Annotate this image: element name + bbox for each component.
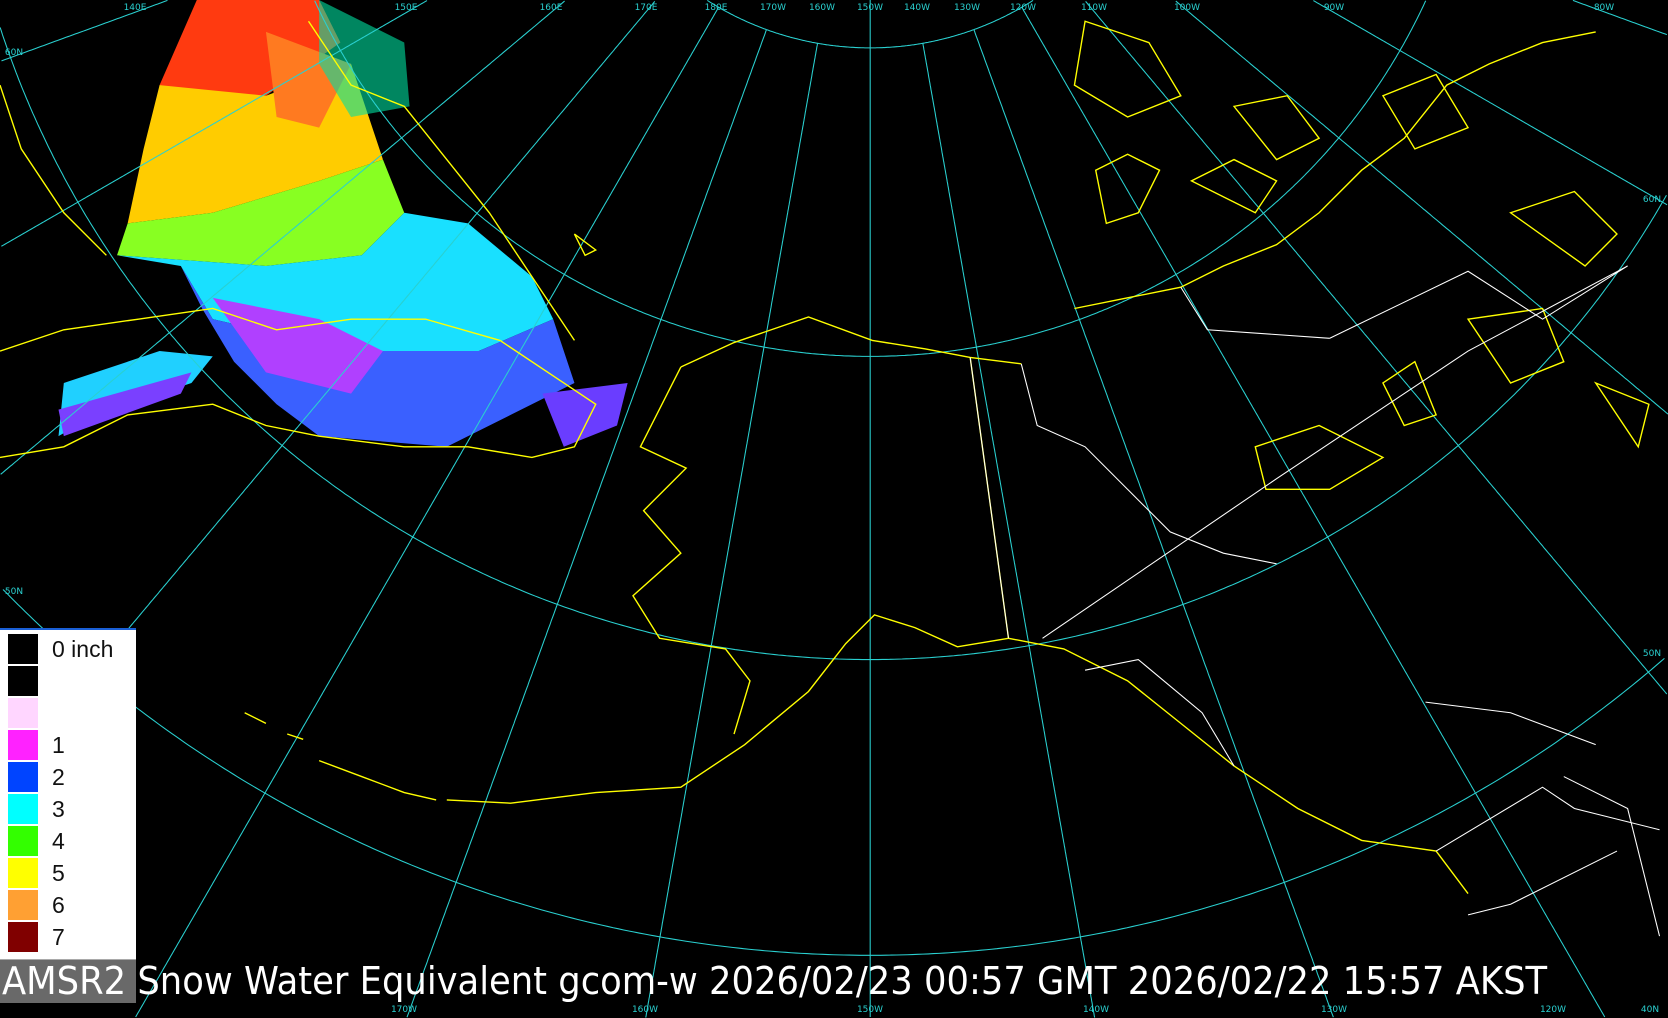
graticule-label: 100W	[1173, 3, 1201, 13]
legend-swatch	[8, 826, 38, 856]
title-bar: AMSR2 Snow Water Equivalent gcom-w 2026/…	[0, 959, 1668, 1003]
legend-label: 7	[52, 924, 65, 950]
legend-item	[8, 698, 136, 728]
graticule-label: 170W	[759, 3, 787, 13]
graticule-label: 170W	[390, 1005, 418, 1015]
legend-swatch	[8, 666, 38, 696]
graticule-label: 170E	[634, 3, 658, 13]
canada-coastline	[1073, 20, 1650, 491]
graticule-label: 130W	[953, 3, 981, 13]
meridian-line	[1313, 0, 1668, 206]
graticule-label: 110W	[1080, 3, 1108, 13]
legend-item: 4	[8, 826, 136, 856]
meridian-line	[406, 29, 767, 1018]
latitude-circle	[2, 589, 1665, 956]
political-borders	[969, 265, 1661, 937]
southeast-alaska-coastline	[1008, 637, 1469, 895]
legend-item	[8, 666, 136, 696]
latitude-circle	[0, 27, 1667, 661]
snow-swath	[58, 0, 628, 447]
graticule-label: 160W	[631, 1005, 659, 1015]
map-title: AMSR2 Snow Water Equivalent gcom-w 2026/…	[2, 959, 1548, 1003]
legend-item: 7	[8, 922, 136, 952]
graticule-label: 120W	[1539, 1005, 1567, 1015]
legend-item: 1	[8, 730, 136, 760]
graticule-label: 160E	[539, 3, 563, 13]
color-legend: 0 inch 1 2 3 4 5 6 7	[0, 628, 136, 960]
legend-label: 4	[52, 828, 65, 854]
graticule-label: 50N	[1642, 649, 1662, 659]
legend-swatch	[8, 858, 38, 888]
legend-swatch	[8, 762, 38, 792]
legend-item: 3	[8, 794, 136, 824]
legend-item: 5	[8, 858, 136, 888]
meridian-line	[1572, 0, 1668, 36]
legend-swatch	[8, 730, 38, 760]
graticule-label: 150W	[856, 1005, 884, 1015]
meridian-line	[1085, 1, 1668, 695]
title-background	[0, 959, 136, 1003]
legend-item: 0 inch	[8, 634, 136, 664]
meridian-line	[1, 0, 428, 247]
legend-label: 3	[52, 796, 65, 822]
russia-coastline	[0, 20, 598, 459]
aleutian-islands	[244, 712, 437, 801]
legend-label: 5	[52, 860, 65, 886]
graticule-label: 120W	[1009, 3, 1037, 13]
legend-label: 2	[52, 764, 65, 790]
graticule-label: 60N	[4, 48, 24, 58]
legend-label: 1	[52, 732, 65, 758]
legend-item: 6	[8, 890, 136, 920]
meridian-line	[973, 29, 1334, 1018]
graticule-label: 140W	[1082, 1005, 1110, 1015]
graticule-label: 150W	[856, 3, 884, 13]
graticule-label: 180E	[704, 3, 728, 13]
graticule-label: 40N	[1640, 1005, 1660, 1015]
meridian-line	[0, 0, 565, 475]
legend-swatch	[8, 890, 38, 920]
graticule-label: 150E	[394, 3, 418, 13]
graticule-label: 60N	[1642, 195, 1662, 205]
graticule-label: 130W	[1320, 1005, 1348, 1015]
graticule-label: 80W	[1593, 3, 1615, 13]
meridian-line	[1, 0, 168, 62]
meridian-line	[1175, 0, 1668, 415]
graticule-label: 140E	[123, 3, 147, 13]
legend-swatch	[8, 922, 38, 952]
legend-swatch	[8, 634, 38, 664]
legend-item: 2	[8, 762, 136, 792]
graticule-label: 160W	[808, 3, 836, 13]
graticule-label: 90W	[1323, 3, 1345, 13]
meridian-line	[135, 6, 720, 1018]
legend-label: 6	[52, 892, 65, 918]
meridian-line	[922, 43, 1096, 1018]
meridian-line	[1021, 6, 1606, 1018]
legend-swatch	[8, 794, 38, 824]
meridian-line	[645, 43, 819, 1018]
graticule-label: 140W	[903, 3, 931, 13]
legend-swatch	[8, 698, 38, 728]
graticule-label: 50N	[4, 587, 24, 597]
legend-label: 0 inch	[52, 636, 114, 662]
